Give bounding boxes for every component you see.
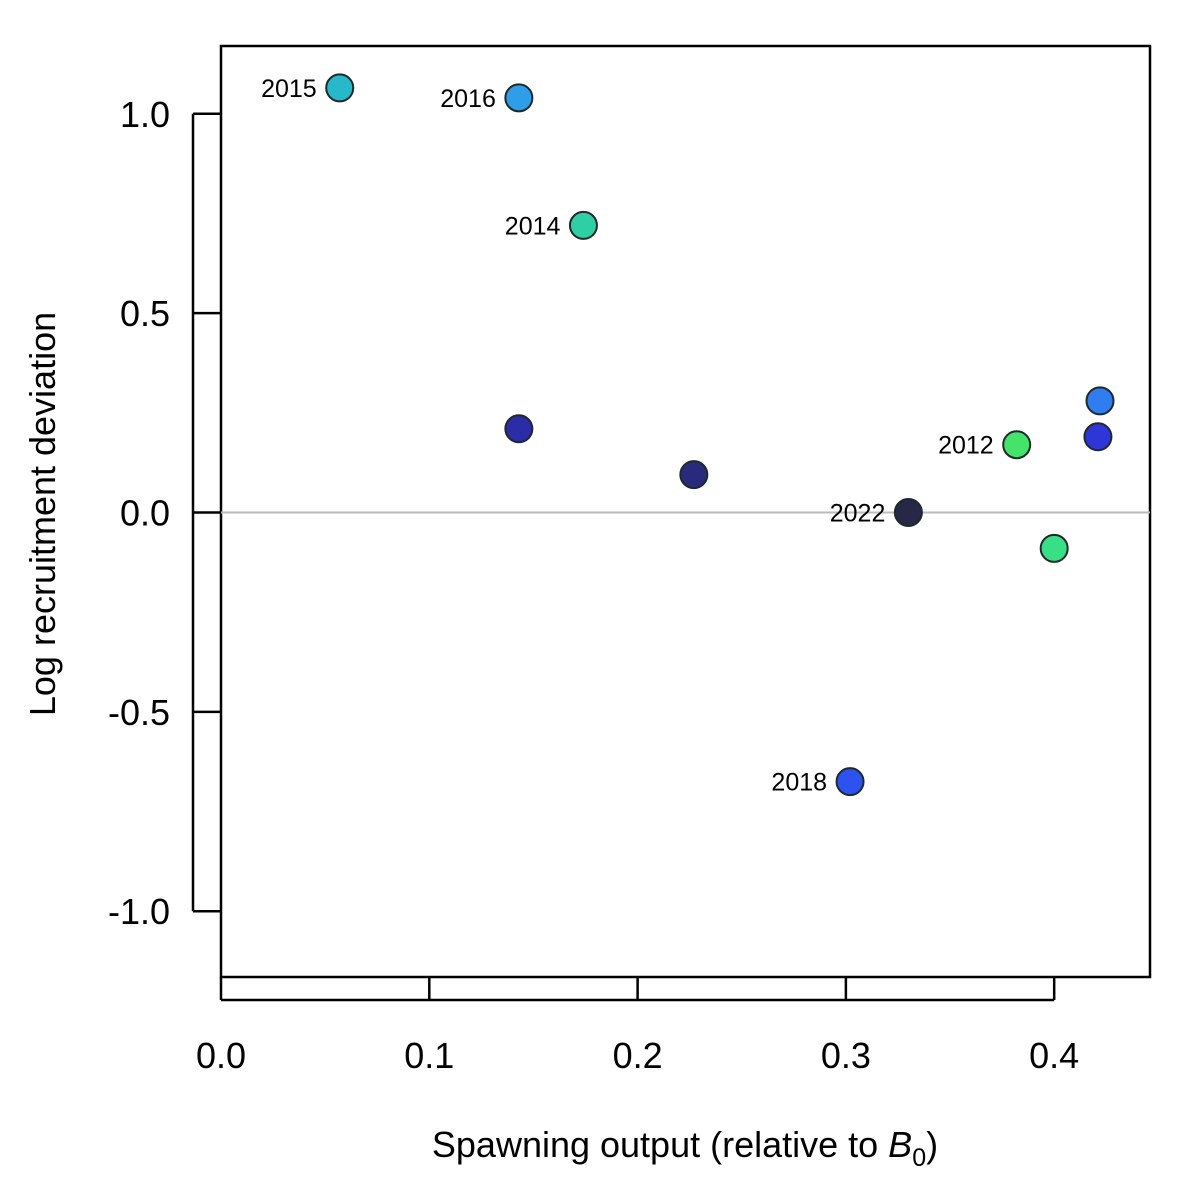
data-point <box>504 83 534 113</box>
point-label: 2015 <box>261 75 317 103</box>
x-tick-label: 0.4 <box>1029 1035 1079 1076</box>
y-tick-label: 1.0 <box>120 94 170 135</box>
point-label: 2018 <box>771 769 827 797</box>
data-point <box>835 767 865 797</box>
x-tick-label: 0.0 <box>196 1035 246 1076</box>
x-axis-title: Spawning output (relative to B0) <box>432 1124 938 1172</box>
data-point <box>568 210 598 240</box>
data-point <box>679 460 709 490</box>
data-point <box>1039 533 1069 563</box>
data-point <box>325 73 355 103</box>
point-label: 2022 <box>830 499 886 527</box>
data-point <box>1002 430 1032 460</box>
y-axis-title: Log recruitment deviation <box>22 312 63 716</box>
point-label: 2012 <box>938 432 994 460</box>
data-point <box>1085 386 1115 416</box>
data-point <box>1083 422 1113 452</box>
y-tick-label: 0.5 <box>120 293 170 334</box>
x-axis: 0.0 0.1 0.2 0.3 0.4 <box>196 977 1079 1076</box>
point-labels: 2012 2014 2015 2016 2018 2022 <box>261 75 994 797</box>
data-point <box>893 497 923 527</box>
point-label: 2016 <box>440 85 496 113</box>
data-point <box>504 414 534 444</box>
x-tick-label: 0.2 <box>613 1035 663 1076</box>
point-label: 2014 <box>505 212 561 240</box>
data-points <box>325 73 1115 797</box>
y-tick-label: -0.5 <box>108 692 170 733</box>
y-tick-label: 0.0 <box>120 492 170 533</box>
x-tick-label: 0.1 <box>404 1035 454 1076</box>
x-tick-label: 0.3 <box>821 1035 871 1076</box>
y-axis: -1.0 -0.5 0.0 0.5 1.0 <box>108 94 221 932</box>
y-tick-label: -1.0 <box>108 891 170 932</box>
